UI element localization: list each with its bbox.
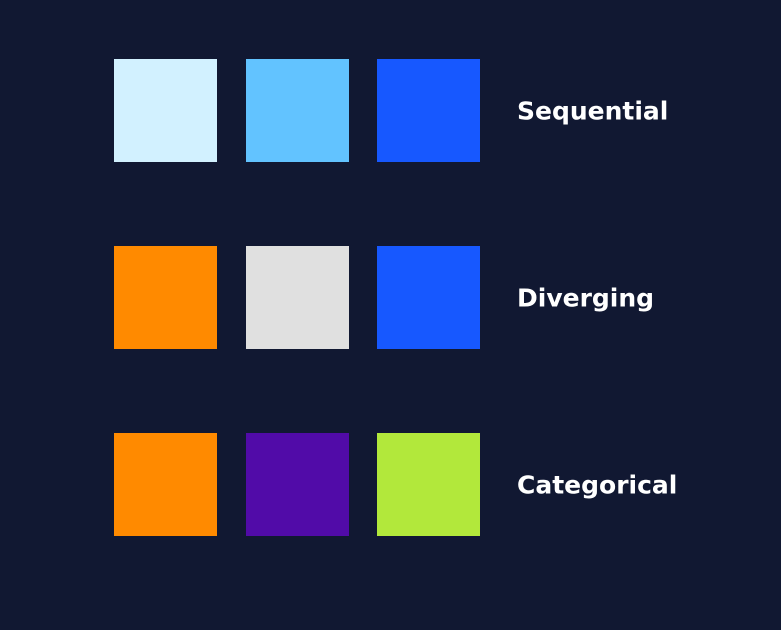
- swatch-diverging-1: [114, 246, 217, 349]
- palette-label-diverging: Diverging: [517, 283, 655, 312]
- swatch-diverging-3: [377, 246, 480, 349]
- swatch-sequential-3: [377, 59, 480, 162]
- swatch-categorical-3: [377, 433, 480, 536]
- palette-row-sequential: Sequential: [0, 59, 781, 162]
- palette-row-diverging: Diverging: [0, 246, 781, 349]
- swatch-diverging-2: [246, 246, 349, 349]
- swatch-categorical-2: [246, 433, 349, 536]
- swatch-sequential-2: [246, 59, 349, 162]
- swatch-sequential-1: [114, 59, 217, 162]
- swatch-categorical-1: [114, 433, 217, 536]
- palette-row-categorical: Categorical: [0, 433, 781, 536]
- palette-label-sequential: Sequential: [517, 96, 669, 125]
- palette-label-categorical: Categorical: [517, 470, 678, 499]
